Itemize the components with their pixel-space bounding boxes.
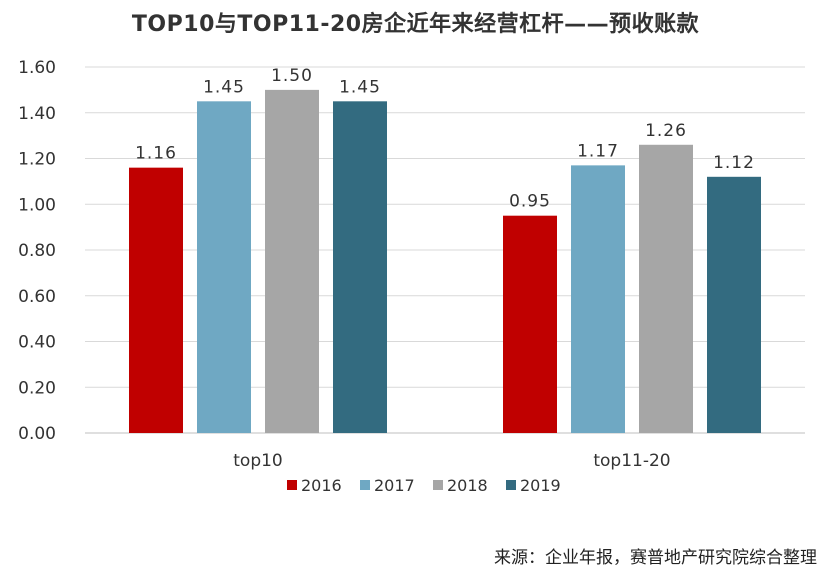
legend-swatch: [360, 480, 370, 490]
bar: [503, 215, 557, 433]
y-tick-label: 1.60: [18, 58, 56, 78]
x-tick-label: top11-20: [593, 451, 670, 471]
bar: [265, 89, 319, 433]
legend-label: 2018: [447, 476, 488, 495]
data-label: 0.95: [509, 192, 551, 212]
data-label: 1.17: [577, 141, 619, 161]
bar: [333, 101, 387, 433]
legend-label: 2017: [374, 476, 415, 495]
y-tick-label: 0.00: [18, 424, 56, 444]
legend-layer: 2016 2017 2018 2019: [287, 476, 561, 495]
legend-label: 2016: [301, 476, 342, 495]
bar: [197, 101, 251, 433]
bar-layer: [129, 89, 761, 434]
data-label: 1.45: [339, 77, 381, 97]
chart-title: TOP10与TOP11-20房企近年来经营杠杆——预收账款: [131, 12, 700, 37]
y-tick-label: 0.40: [18, 333, 56, 353]
data-label: 1.16: [135, 144, 177, 164]
bar: [571, 165, 625, 434]
bar: [707, 176, 761, 434]
axis-layer: 0.00 0.20 0.40 0.60 0.80 1.00 1.20 1.40 1.60 top1…: [18, 58, 670, 471]
y-tick-label: 0.80: [18, 241, 56, 261]
label-layer: 1.16 1.45 1.50 1.45 0.95 1.17 1.26 1.12: [135, 66, 755, 212]
y-tick-label: 0.60: [18, 287, 56, 307]
legend-label: 2019: [520, 476, 561, 495]
grid-layer: [85, 66, 805, 434]
bar: [639, 144, 693, 433]
y-tick-label: 0.20: [18, 378, 56, 398]
source-note: 来源：企业年报，赛普地产研究院综合整理: [494, 548, 817, 568]
y-tick-label: 1.20: [18, 150, 56, 170]
data-label: 1.50: [271, 66, 313, 86]
legend-swatch: [433, 480, 443, 490]
data-label: 1.26: [645, 121, 687, 141]
y-tick-label: 1.40: [18, 104, 56, 124]
legend-swatch: [506, 480, 516, 490]
bar: [129, 167, 183, 433]
data-label: 1.12: [713, 153, 755, 173]
legend-swatch: [287, 480, 297, 490]
x-tick-label: top10: [233, 451, 283, 471]
data-label: 1.45: [203, 77, 245, 97]
y-tick-label: 1.00: [18, 195, 56, 215]
